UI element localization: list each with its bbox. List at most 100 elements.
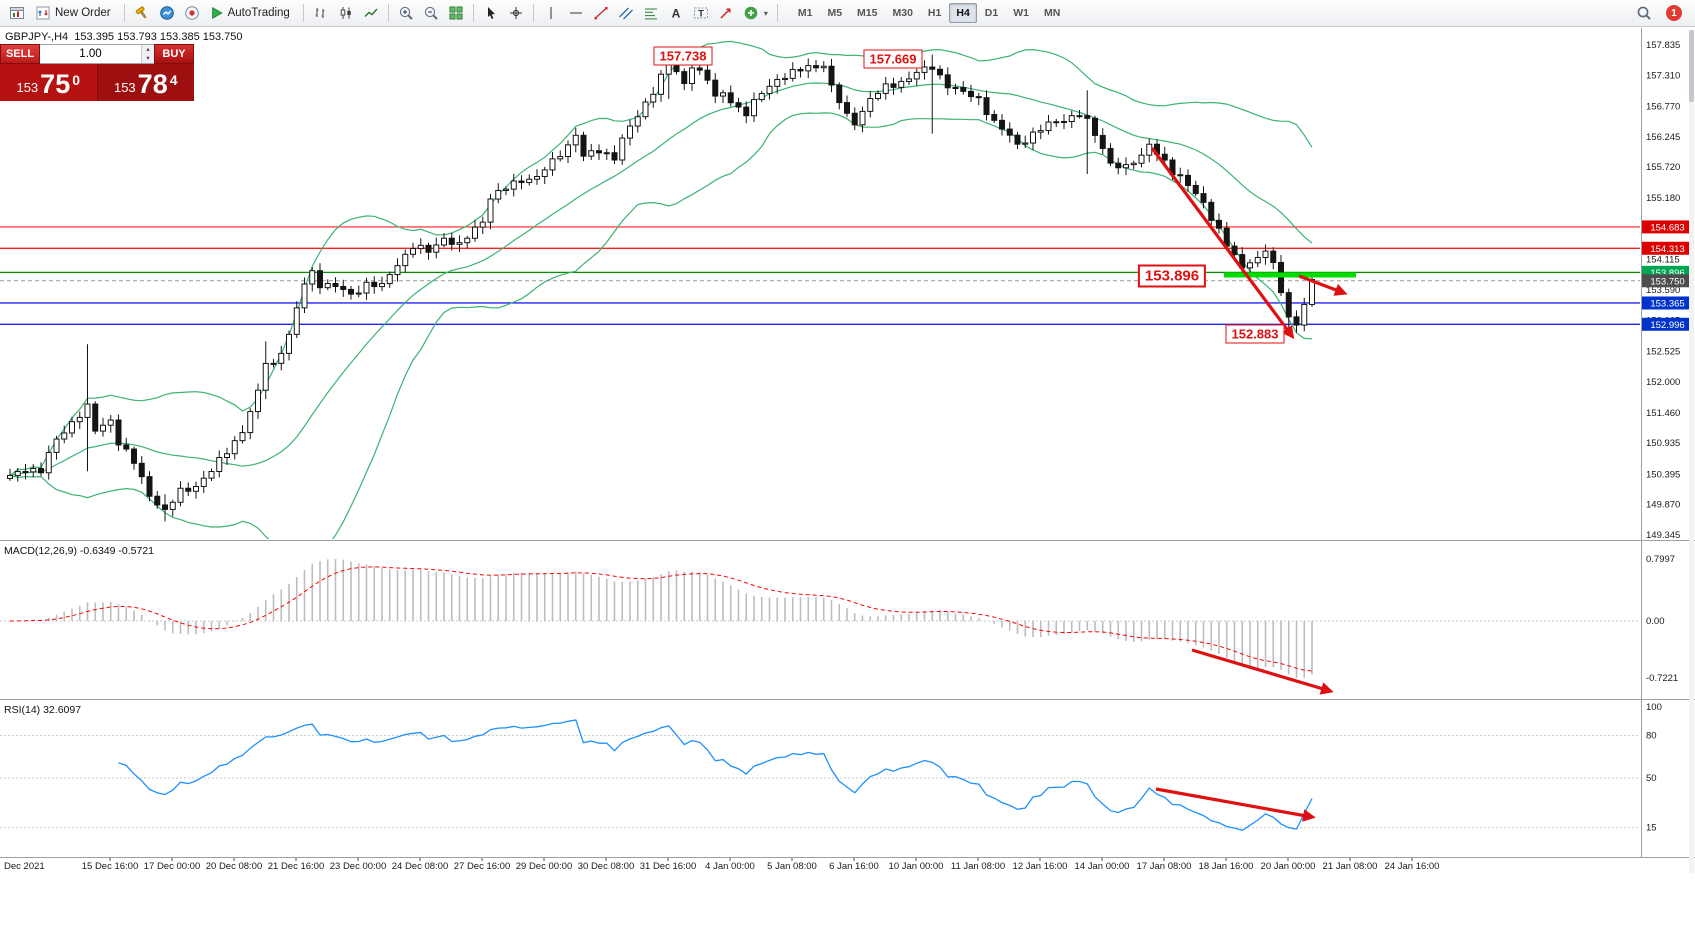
vertical-line-tool-icon[interactable] xyxy=(539,2,563,24)
candle xyxy=(820,65,827,69)
candle xyxy=(69,421,75,434)
svg-text:153.896: 153.896 xyxy=(1650,268,1684,279)
autotrading-button[interactable]: AutoTrading xyxy=(205,2,298,24)
price-callout[interactable]: 157.738 xyxy=(653,46,713,66)
bollinger-band-line[interactable] xyxy=(9,40,1313,476)
search-icon[interactable] xyxy=(1632,2,1656,24)
notification-badge[interactable]: 1 xyxy=(1666,5,1682,21)
rsi-scale: 100 80 50 15 xyxy=(1646,702,1662,834)
scrollbar-track[interactable] xyxy=(1689,30,1694,873)
price-scale[interactable]: 157.835 157.310 156.770 156.245 155.720 155.1… xyxy=(1646,40,1680,541)
volume-value[interactable]: 1.00 xyxy=(79,48,102,60)
candle xyxy=(929,66,936,70)
bollinger-band-line[interactable] xyxy=(9,82,1313,477)
buy-price-display[interactable]: 153 78 4 xyxy=(97,64,194,101)
data-window-icon[interactable] xyxy=(180,2,204,24)
bar-chart-icon[interactable] xyxy=(309,2,333,24)
candle xyxy=(402,253,409,267)
cursor-icon[interactable] xyxy=(479,2,503,24)
timeframe-button-h4[interactable]: H4 xyxy=(949,3,977,23)
svg-text:14 Jan 00:00: 14 Jan 00:00 xyxy=(1075,861,1130,872)
timeframe-button-d1[interactable]: D1 xyxy=(978,3,1005,23)
candle xyxy=(200,477,207,488)
volume-down-button[interactable]: ▾ xyxy=(142,54,154,63)
timeframe-button-m30[interactable]: M30 xyxy=(885,3,919,23)
line-chart-icon[interactable] xyxy=(359,2,383,24)
buy-button[interactable]: BUY xyxy=(154,44,194,64)
candle xyxy=(38,467,44,474)
candle xyxy=(565,144,571,158)
autotrading-label: AutoTrading xyxy=(227,7,290,19)
price-tag xyxy=(1642,317,1693,331)
new-chart-icon[interactable] xyxy=(5,2,29,24)
arrow-objects-tool-icon[interactable] xyxy=(714,2,738,24)
candle xyxy=(1138,154,1145,164)
candle xyxy=(348,288,354,295)
crosshair-icon[interactable] xyxy=(504,2,528,24)
svg-text:23 Dec 00:00: 23 Dec 00:00 xyxy=(330,861,387,872)
price-callout[interactable]: 152.883 xyxy=(1225,324,1285,344)
trend-arrow-object[interactable] xyxy=(1150,147,1295,340)
svg-text:24 Jan 16:00: 24 Jan 16:00 xyxy=(1385,861,1440,872)
fibonacci-tool-icon[interactable] xyxy=(639,2,663,24)
candle xyxy=(386,274,393,285)
price-callout[interactable]: 157.669 xyxy=(863,49,923,69)
bollinger-band-line[interactable] xyxy=(9,112,1313,564)
trend-arrow-object[interactable] xyxy=(1298,274,1348,296)
candle xyxy=(1192,184,1199,195)
candle xyxy=(177,487,184,503)
candle xyxy=(805,65,812,72)
rsi-panel[interactable] xyxy=(0,719,1640,832)
macd-panel[interactable] xyxy=(0,559,1640,678)
sell-price-display[interactable]: 153 75 0 xyxy=(0,64,98,101)
price-callout[interactable]: 153.896 xyxy=(1137,264,1207,288)
candle xyxy=(937,68,943,76)
new-order-label: New Order xyxy=(55,7,111,19)
candle xyxy=(53,438,60,453)
tile-windows-icon[interactable] xyxy=(444,2,468,24)
equidistant-channel-tool-icon[interactable] xyxy=(614,2,638,24)
candle xyxy=(944,74,951,89)
new-order-button[interactable]: New Order xyxy=(30,2,119,24)
candle xyxy=(689,67,695,85)
market-watch-icon[interactable] xyxy=(155,2,179,24)
candle xyxy=(1216,219,1222,229)
timeframe-button-m5[interactable]: M5 xyxy=(820,3,849,23)
zoom-out-icon[interactable] xyxy=(419,2,443,24)
expert-advisors-icon[interactable] xyxy=(130,2,154,24)
timeframe-button-m1[interactable]: M1 xyxy=(791,3,820,23)
timeframe-button-w1[interactable]: W1 xyxy=(1006,3,1036,23)
trendline-tool-icon[interactable] xyxy=(589,2,613,24)
candle xyxy=(417,244,424,250)
scrollbar-thumb[interactable] xyxy=(1689,30,1694,102)
candle xyxy=(782,77,788,80)
volume-field[interactable]: 1.00 ▴ ▾ xyxy=(40,44,154,64)
timeframe-button-m15[interactable]: M15 xyxy=(850,3,884,23)
price-tag xyxy=(1642,241,1693,255)
candle xyxy=(1084,115,1091,119)
macd-scale: 0.7997 0.00 -0.7221 xyxy=(1646,554,1678,684)
candle xyxy=(76,416,83,423)
timeframe-button-mn[interactable]: MN xyxy=(1037,3,1067,23)
volume-up-button[interactable]: ▴ xyxy=(142,45,154,54)
candlestick-chart-icon[interactable] xyxy=(334,2,358,24)
trend-arrow-object[interactable] xyxy=(1155,787,1316,822)
label-tool-icon[interactable]: T xyxy=(689,2,713,24)
candle xyxy=(487,198,494,223)
candle xyxy=(720,92,726,97)
trend-arrow-object[interactable] xyxy=(1191,648,1334,695)
main-chart-panel[interactable] xyxy=(7,40,1315,564)
candle xyxy=(309,270,316,285)
zoom-in-icon[interactable] xyxy=(394,2,418,24)
candle xyxy=(115,419,122,446)
time-scale[interactable]: Dec 2021 15 Dec 16:00 17 Dec 00:00 20 Dec 0… xyxy=(4,858,1439,872)
timeframe-button-h1[interactable]: H1 xyxy=(921,3,948,23)
indicators-icon[interactable]: ▾ xyxy=(739,2,772,24)
candle xyxy=(596,150,602,154)
candle xyxy=(371,281,378,288)
sell-button[interactable]: SELL xyxy=(0,44,40,64)
horizontal-line-tool-icon[interactable] xyxy=(564,2,588,24)
text-tool-icon[interactable]: A xyxy=(664,2,688,24)
candle xyxy=(1231,245,1238,256)
